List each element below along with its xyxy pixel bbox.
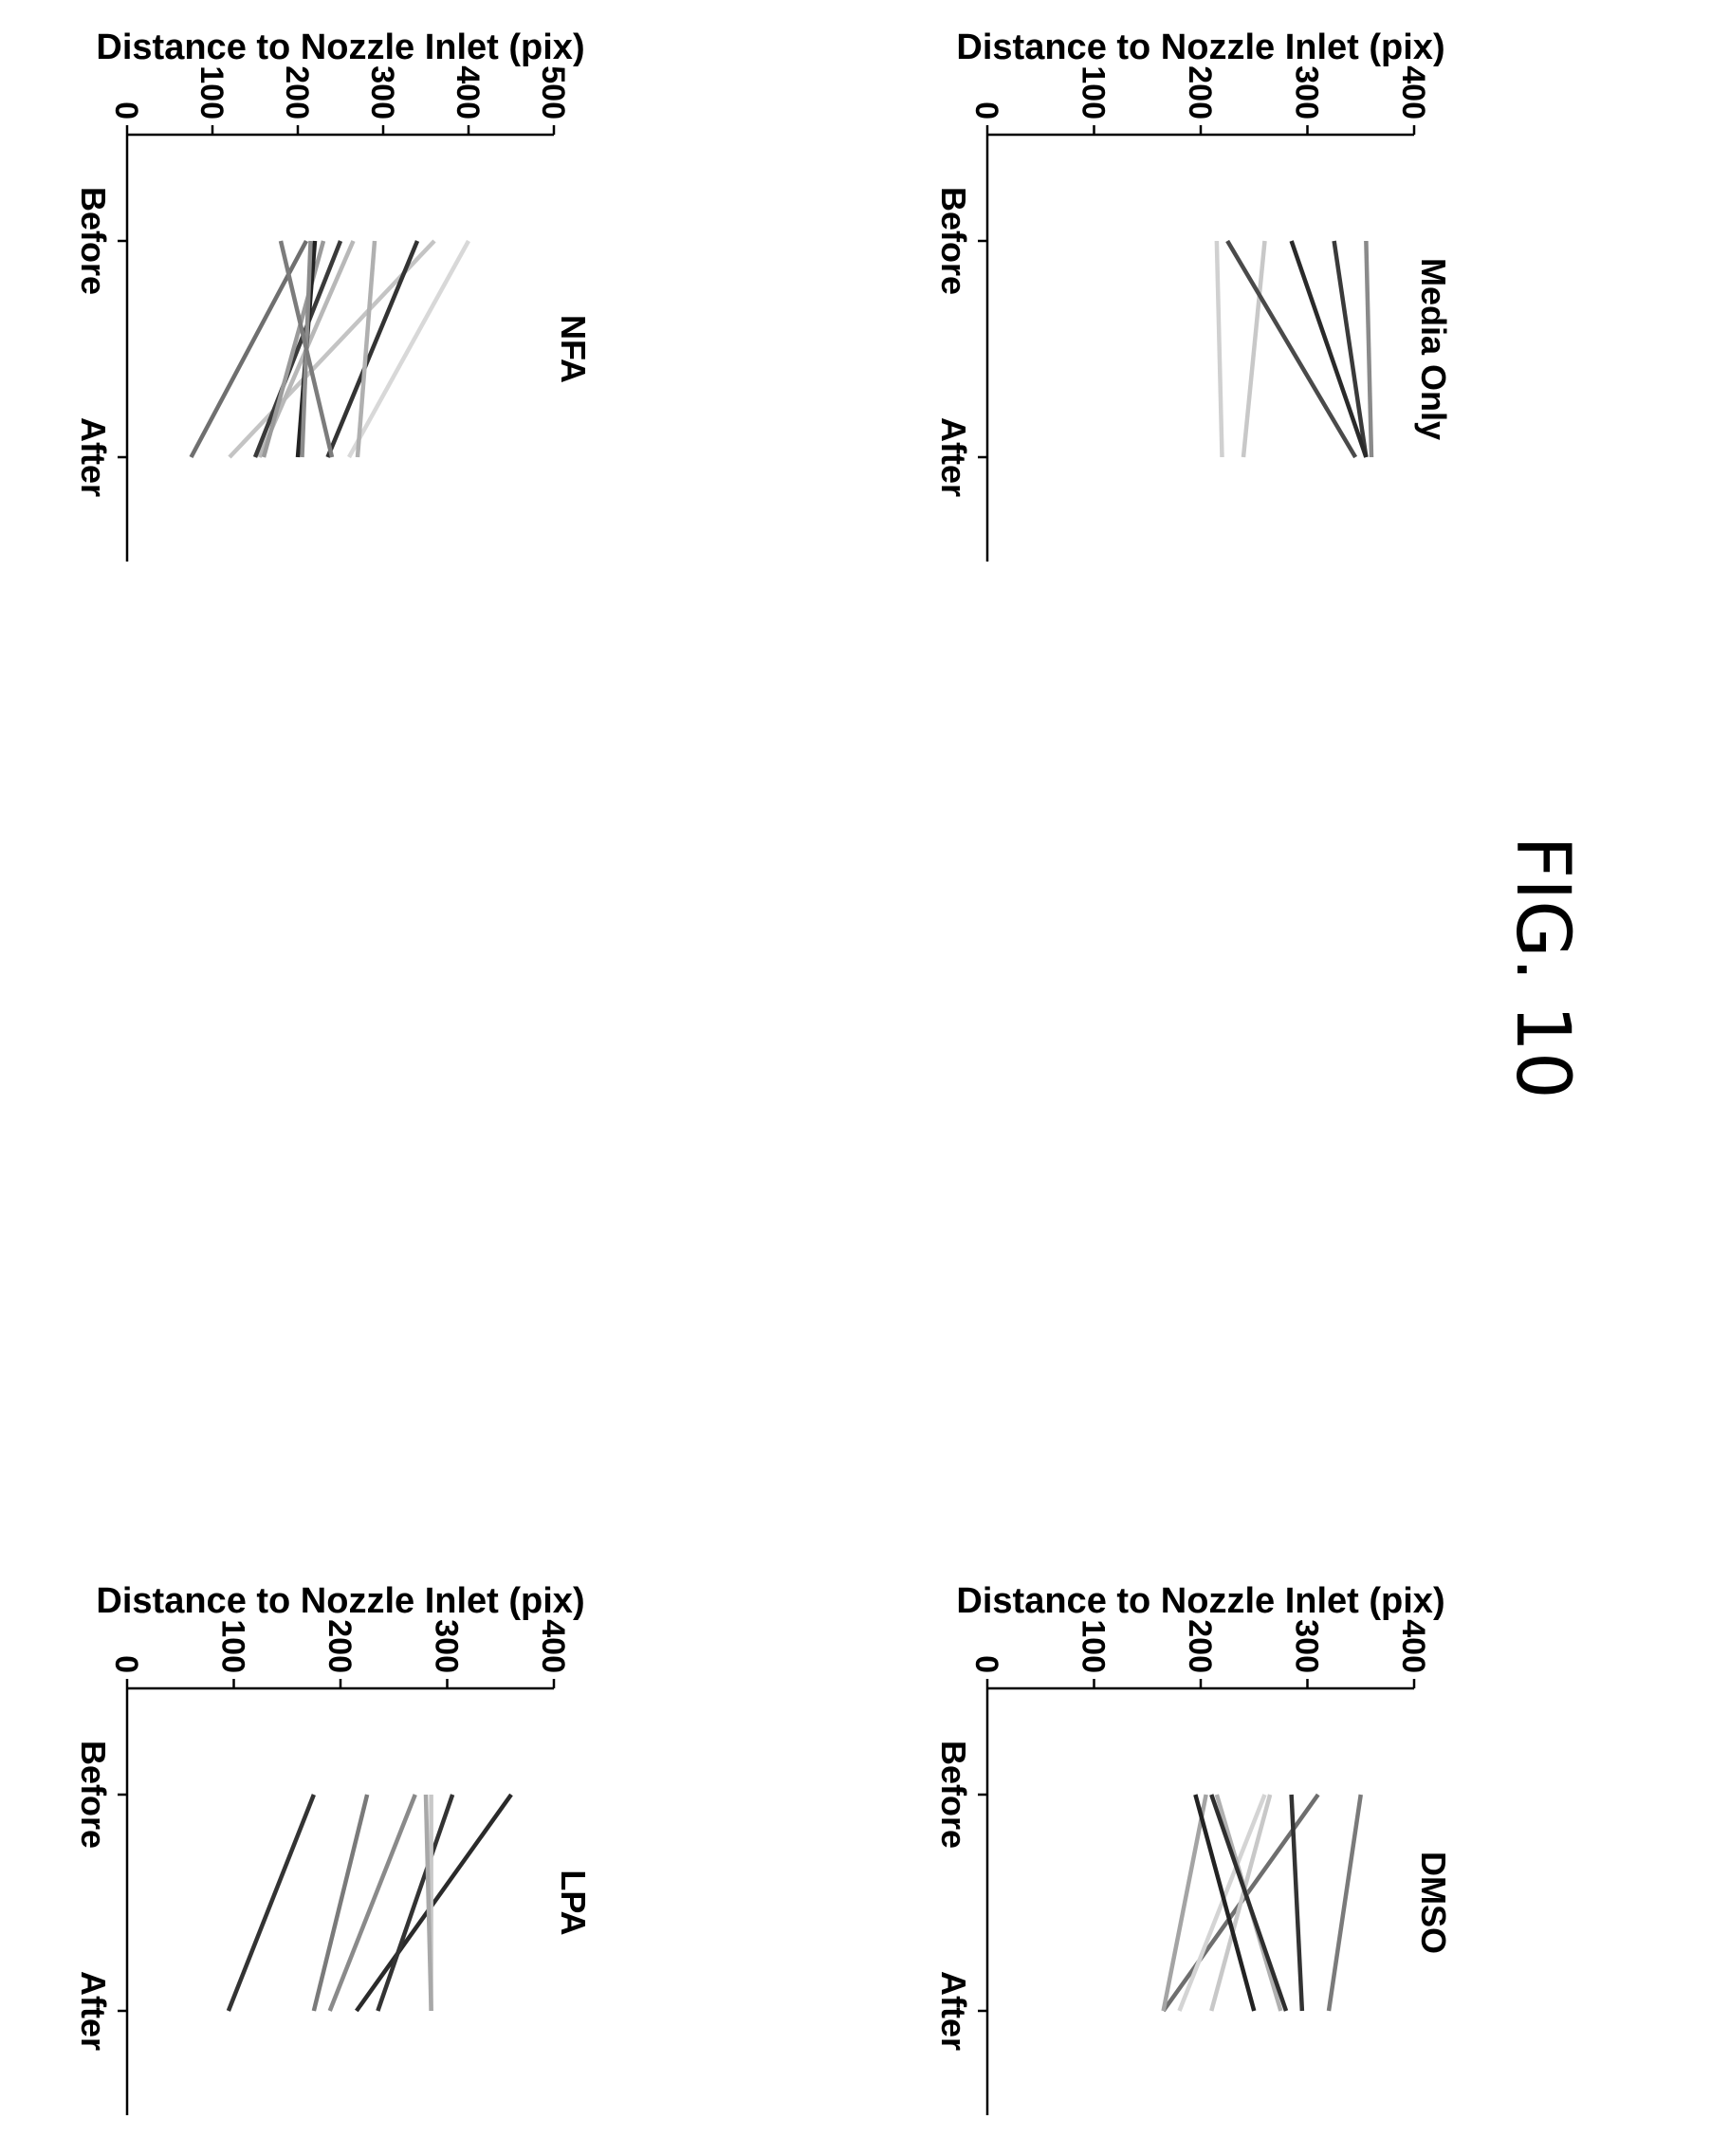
series-line-8 [1161, 1794, 1208, 2012]
plot-media-only: 0 100 200 300 400 Before After Distance to Nozz… [934, 28, 1453, 562]
x-tick-label: Before [934, 1741, 973, 1849]
y-tick-label: 300 [429, 1619, 465, 1673]
x-tick-label: After [74, 1971, 113, 2051]
y-tick-label: 300 [1289, 1619, 1325, 1673]
y-tick-label: 0 [108, 101, 144, 120]
panel-title: NFA [554, 315, 593, 383]
panel-title: DMSO [1414, 1852, 1453, 1954]
series-line-6 [311, 1794, 370, 2012]
series-line-9 [1193, 1794, 1257, 2012]
panel-title: Media Only [1414, 258, 1453, 440]
series-line-4 [1241, 240, 1267, 458]
series-line-4 [423, 1794, 433, 2012]
series-line-6 [252, 240, 343, 458]
series-line-1 [347, 239, 470, 459]
series-line-1 [355, 1793, 513, 2013]
series-line-1 [1326, 1794, 1363, 2012]
y-tick-label: 300 [364, 65, 400, 120]
y-tick-label: 0 [108, 1655, 144, 1673]
y-tick-label: 200 [1182, 65, 1218, 120]
y-axis-title: Distance to Nozzle Inlet (pix) [956, 28, 1444, 67]
plot-nfa: 0 100 200 300 400 500 Before After Distance to N… [74, 28, 593, 562]
series-line-5 [1225, 239, 1358, 459]
y-tick-label: 400 [450, 65, 486, 120]
series-line-2 [376, 1794, 455, 2012]
series-line-4 [355, 240, 377, 458]
plot-dmso: 0 100 200 300 400 Before After Distance to Nozz… [934, 1581, 1453, 2115]
x-tick-label: After [934, 1971, 973, 2051]
y-tick-label: 200 [1182, 1619, 1218, 1673]
y-tick-label: 500 [535, 65, 571, 120]
x-tick-label: After [74, 417, 113, 497]
y-tick-label: 0 [968, 101, 1004, 120]
series-line-4 [1209, 1794, 1273, 2012]
x-tick-label: Before [934, 187, 973, 295]
y-tick-label: 200 [322, 1619, 358, 1673]
series-line-5 [1177, 1794, 1267, 2012]
y-axis-title: Distance to Nozzle Inlet (pix) [96, 1581, 584, 1621]
x-tick-label: Before [74, 187, 113, 295]
series-line-7 [1209, 1794, 1289, 2012]
y-axis-title: Distance to Nozzle Inlet (pix) [956, 1581, 1444, 1621]
series-line-3 [1289, 240, 1369, 458]
series-line-5 [327, 1794, 417, 2012]
y-tick-label: 400 [1395, 65, 1431, 120]
series-line-7 [226, 1794, 316, 2012]
panel-title: LPA [554, 1870, 593, 1935]
y-tick-label: 100 [1076, 1619, 1112, 1673]
y-tick-label: 100 [215, 1619, 251, 1673]
series-line-2 [1332, 240, 1369, 458]
series-line-11 [278, 240, 335, 458]
y-tick-label: 400 [1395, 1619, 1431, 1673]
y-axis-title: Distance to Nozzle Inlet (pix) [96, 28, 584, 67]
y-tick-label: 100 [1076, 65, 1112, 120]
y-tick-label: 400 [535, 1619, 571, 1673]
figure-label: FIG. 10 [1499, 836, 1585, 1098]
y-tick-label: 200 [279, 65, 315, 120]
series-line-1 [1364, 240, 1374, 458]
y-tick-label: 0 [968, 1655, 1004, 1673]
series-line-3 [1289, 1794, 1305, 2012]
series-line-6 [1214, 240, 1224, 458]
x-tick-label: After [934, 417, 973, 497]
series-line-3 [325, 240, 420, 458]
y-tick-label: 300 [1289, 65, 1325, 120]
y-tick-label: 100 [193, 65, 230, 120]
x-tick-label: Before [74, 1741, 113, 1849]
plot-lpa: 0 100 200 300 400 Before After Distance to Nozz… [74, 1581, 593, 2115]
